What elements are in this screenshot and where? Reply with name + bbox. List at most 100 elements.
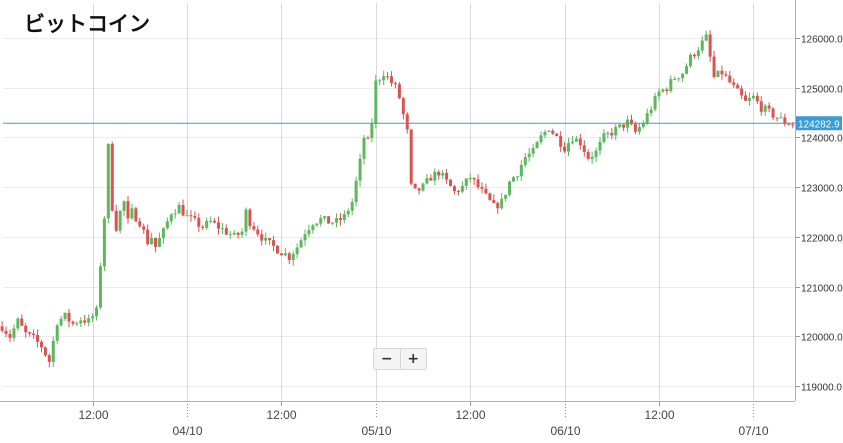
candle-up — [747, 98, 751, 101]
candle-up — [122, 201, 126, 211]
candle-up — [614, 127, 618, 136]
candle-down — [712, 56, 716, 77]
candle-down — [736, 84, 740, 89]
zoom-in-button[interactable]: + — [399, 349, 427, 369]
candle-down — [4, 330, 8, 334]
candle-down — [39, 341, 43, 348]
candle-down — [409, 129, 413, 184]
candle-down — [287, 253, 291, 261]
candle-down — [327, 216, 331, 224]
current-price-tag — [796, 116, 842, 131]
candle-up — [704, 34, 708, 41]
candle-up — [87, 318, 91, 323]
candle-up — [165, 221, 169, 229]
candle-down — [791, 124, 795, 126]
y-tick-label: 126000.0 — [801, 35, 843, 46]
candle-down — [665, 89, 669, 91]
candle-up — [543, 131, 547, 136]
candle-up — [51, 340, 55, 362]
candle-down — [720, 70, 724, 75]
candle-down — [629, 119, 633, 125]
candle-up — [79, 320, 83, 324]
candle-down — [279, 253, 283, 256]
candle-down — [787, 124, 791, 126]
candle-up — [673, 78, 677, 80]
candle-up — [567, 143, 571, 152]
candle-down — [708, 34, 712, 57]
candle-up — [102, 218, 106, 267]
candle-up — [16, 318, 20, 329]
candle-down — [83, 320, 87, 323]
axis-labels: 119000.0 120000.0 121000.0 122000.0 123000.0… — [78, 35, 843, 439]
chart-title: ビットコイン — [24, 12, 150, 36]
candle-up — [594, 150, 598, 157]
candle-up — [240, 231, 244, 235]
candle-up — [354, 180, 358, 203]
candle-up — [661, 89, 665, 92]
candle-down — [338, 218, 342, 220]
candle-up — [515, 176, 519, 178]
candle-down — [456, 191, 460, 193]
candle-down — [110, 143, 114, 211]
candle-up — [425, 178, 429, 184]
candle-up — [342, 214, 346, 220]
candle-down — [272, 240, 276, 246]
candle-up — [244, 209, 248, 232]
candle-down — [20, 318, 24, 326]
candle-up — [606, 132, 610, 134]
candle-up — [779, 117, 783, 119]
candle-up — [527, 153, 531, 158]
candle-up — [681, 73, 685, 79]
candle-down — [586, 152, 590, 159]
candle-down — [452, 186, 456, 192]
y-tick-label: 124000.0 — [801, 134, 843, 145]
zoom-out-button[interactable]: − — [380, 351, 393, 367]
x-tick-label: 04/10 — [172, 424, 202, 438]
candle-down — [775, 117, 779, 119]
candle-down — [724, 74, 728, 76]
candle-up — [311, 225, 315, 230]
candle-up — [169, 214, 173, 222]
candles — [0, 30, 803, 368]
candle-up — [696, 50, 700, 57]
candle-down — [193, 215, 197, 218]
x-tick-label: 12:00 — [78, 408, 108, 422]
axes — [0, 0, 842, 419]
candle-up — [590, 156, 594, 159]
candle-up — [228, 234, 232, 236]
candle-up — [291, 254, 295, 261]
candle-up — [374, 80, 378, 124]
candle-up — [95, 307, 99, 317]
candle-up — [177, 205, 181, 214]
x-tick-label: 07/10 — [738, 424, 768, 438]
candle-up — [130, 208, 134, 219]
candle-down — [252, 226, 256, 230]
candle-down — [551, 130, 555, 134]
candle-up — [382, 76, 386, 81]
y-tick-label: 122000.0 — [801, 234, 843, 245]
candle-up — [232, 232, 236, 235]
x-tick-label: 06/10 — [550, 424, 580, 438]
y-tick-label: 123000.0 — [801, 184, 843, 195]
candle-down — [24, 325, 28, 333]
candle-up — [307, 229, 311, 235]
candle-down — [755, 95, 759, 102]
y-tick-label: 119000.0 — [801, 383, 842, 394]
candle-down — [181, 205, 185, 216]
candle-up — [370, 123, 374, 139]
candle-up — [59, 318, 63, 326]
candle-down — [393, 83, 397, 85]
candle-down — [126, 201, 130, 219]
candle-down — [476, 179, 480, 188]
candle-down — [216, 222, 220, 229]
candle-down — [437, 171, 441, 176]
candle-down — [248, 209, 252, 227]
candle-up — [657, 91, 661, 97]
candle-up — [315, 223, 319, 226]
candle-up — [421, 183, 425, 191]
candle-up — [323, 216, 327, 219]
candle-up — [716, 70, 720, 77]
candle-up — [653, 96, 657, 110]
candle-up — [441, 173, 445, 176]
